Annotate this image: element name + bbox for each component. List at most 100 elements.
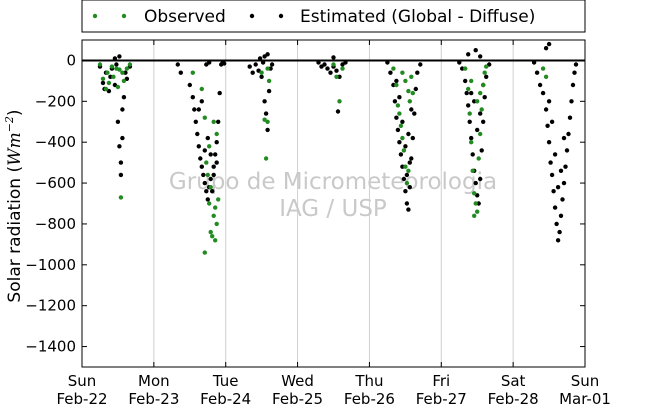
observed-point bbox=[199, 86, 204, 92]
estimated-point bbox=[193, 119, 198, 125]
y-tick-label: −600 bbox=[35, 174, 76, 192]
observed-point bbox=[202, 115, 207, 120]
observed-point bbox=[211, 213, 216, 218]
estimated-point bbox=[328, 70, 333, 75]
estimated-point bbox=[115, 119, 121, 125]
observed-point bbox=[211, 119, 216, 125]
observed-point bbox=[543, 74, 549, 80]
observed-point bbox=[213, 238, 218, 243]
estimated-point bbox=[572, 70, 577, 75]
estimated-point bbox=[269, 62, 275, 67]
estimated-point bbox=[187, 82, 192, 88]
observed-point bbox=[479, 107, 484, 112]
legend-observed-label: Observed bbox=[144, 7, 226, 27]
observed-point bbox=[401, 148, 407, 153]
observed-point bbox=[210, 234, 215, 239]
estimated-point bbox=[195, 131, 200, 137]
estimated-point bbox=[570, 82, 576, 88]
legend-observed-marker bbox=[92, 13, 98, 19]
estimated-point bbox=[549, 172, 555, 178]
observed-point bbox=[394, 82, 399, 88]
estimated-point bbox=[569, 99, 574, 104]
estimated-point bbox=[478, 111, 483, 116]
y-axis: 0 −200 −400 −600 −800 −1000 −1200 −1400 bbox=[25, 51, 585, 356]
estimated-point bbox=[211, 172, 216, 178]
watermark-line-2: IAG / USP bbox=[279, 196, 387, 222]
estimated-point bbox=[543, 46, 549, 51]
legend-estimated-marker bbox=[249, 13, 255, 19]
observed-point bbox=[470, 168, 475, 173]
estimated-point bbox=[266, 88, 272, 94]
estimated-point bbox=[567, 115, 573, 120]
observed-point bbox=[111, 74, 116, 80]
estimated-point bbox=[117, 54, 122, 59]
y-axis-label: Solar radiation (Wm−2) bbox=[3, 109, 25, 302]
estimated-point bbox=[409, 156, 414, 161]
estimated-point bbox=[473, 180, 478, 186]
observed-point bbox=[476, 156, 481, 161]
x-axis: SunFeb-22MonFeb-23TueFeb-24WedFeb-25ThuF… bbox=[56, 40, 611, 408]
estimated-point bbox=[117, 144, 122, 149]
estimated-point bbox=[175, 62, 180, 67]
observed-point bbox=[398, 123, 404, 128]
estimated-point bbox=[199, 99, 204, 104]
estimated-point bbox=[265, 127, 270, 133]
estimated-point bbox=[540, 90, 546, 96]
estimated-point bbox=[543, 107, 549, 112]
legend-estimated-marker bbox=[278, 13, 284, 19]
estimated-point bbox=[265, 52, 270, 57]
estimated-point bbox=[253, 62, 258, 67]
estimated-point bbox=[211, 164, 216, 169]
estimated-point bbox=[573, 62, 579, 67]
observed-point bbox=[337, 99, 342, 104]
observed-point bbox=[205, 172, 210, 178]
x-tick-label-date: Feb-25 bbox=[272, 390, 323, 408]
observed-point bbox=[106, 80, 112, 86]
observed-point bbox=[214, 131, 219, 137]
observed-point bbox=[190, 70, 195, 75]
estimated-point bbox=[534, 70, 540, 75]
estimated-point bbox=[481, 119, 486, 125]
estimated-point bbox=[403, 144, 408, 149]
estimated-point bbox=[247, 64, 252, 69]
estimated-point bbox=[334, 68, 339, 73]
observed-point bbox=[208, 229, 213, 235]
observed-point bbox=[484, 64, 489, 69]
estimated-point bbox=[388, 70, 393, 75]
estimated-point bbox=[558, 168, 564, 173]
observed-point bbox=[481, 82, 486, 88]
estimated-point bbox=[331, 55, 336, 60]
observed-point bbox=[469, 140, 474, 145]
estimated-point bbox=[404, 172, 410, 178]
estimated-point bbox=[478, 54, 483, 59]
observed-point bbox=[475, 209, 480, 214]
estimated-point bbox=[262, 99, 267, 104]
estimated-point bbox=[114, 62, 119, 67]
estimated-point bbox=[263, 111, 269, 116]
observed-point bbox=[463, 66, 468, 71]
observed-point bbox=[120, 70, 125, 75]
estimated-point bbox=[398, 152, 404, 157]
estimated-point bbox=[403, 189, 408, 194]
estimated-point bbox=[394, 78, 399, 84]
observed-point bbox=[263, 156, 269, 161]
estimated-point bbox=[205, 197, 210, 202]
observed-point bbox=[340, 66, 345, 71]
x-tick-label-weekday: Sun bbox=[571, 372, 600, 390]
observed-point bbox=[467, 111, 472, 116]
estimated-point bbox=[325, 66, 330, 71]
observed-point bbox=[331, 62, 336, 67]
observed-point bbox=[207, 144, 212, 149]
observed-point bbox=[213, 205, 218, 210]
estimated-point bbox=[561, 180, 567, 186]
estimated-point bbox=[100, 80, 106, 86]
estimated-point bbox=[392, 99, 398, 104]
estimated-point bbox=[566, 131, 571, 137]
observed-point bbox=[478, 90, 483, 96]
x-tick-label-date: Mar-01 bbox=[559, 390, 611, 408]
observed-point bbox=[207, 201, 212, 206]
estimated-point bbox=[397, 140, 402, 145]
observed-point bbox=[397, 111, 402, 116]
estimated-point bbox=[469, 135, 474, 141]
